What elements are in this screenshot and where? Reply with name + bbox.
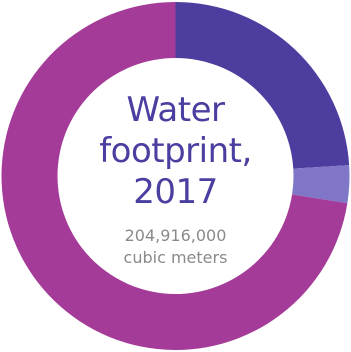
chart-subtitle-unit: cubic meters (123, 248, 228, 267)
donut-segment-3 (1, 2, 348, 350)
donut-segment-2 (292, 165, 350, 204)
chart-title-line-1: Water (126, 90, 225, 130)
chart-title-line-2: footprint, (99, 131, 252, 171)
chart-title-line-3: 2017 (133, 172, 218, 212)
donut-segment-1 (175, 2, 350, 169)
chart-subtitle-value: 204,916,000 (124, 226, 227, 245)
